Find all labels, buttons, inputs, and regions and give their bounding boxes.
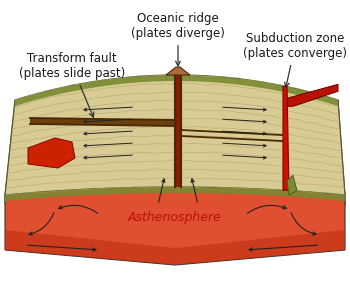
Polygon shape bbox=[283, 86, 289, 190]
Polygon shape bbox=[287, 175, 297, 195]
Polygon shape bbox=[5, 140, 345, 265]
Text: Transform fault
(plates slide past): Transform fault (plates slide past) bbox=[19, 52, 125, 117]
Polygon shape bbox=[5, 75, 345, 195]
Text: Oceanic ridge
(plates diverge): Oceanic ridge (plates diverge) bbox=[131, 12, 225, 66]
Polygon shape bbox=[166, 67, 190, 75]
Text: Asthenosphere: Asthenosphere bbox=[128, 211, 222, 225]
Polygon shape bbox=[28, 138, 75, 168]
Polygon shape bbox=[30, 118, 175, 126]
Polygon shape bbox=[5, 230, 345, 265]
Polygon shape bbox=[175, 75, 181, 187]
Polygon shape bbox=[15, 75, 338, 106]
Text: Subduction zone
(plates converge): Subduction zone (plates converge) bbox=[243, 32, 347, 87]
Polygon shape bbox=[338, 100, 345, 205]
Polygon shape bbox=[287, 84, 338, 106]
Polygon shape bbox=[5, 187, 345, 201]
Polygon shape bbox=[5, 100, 15, 205]
